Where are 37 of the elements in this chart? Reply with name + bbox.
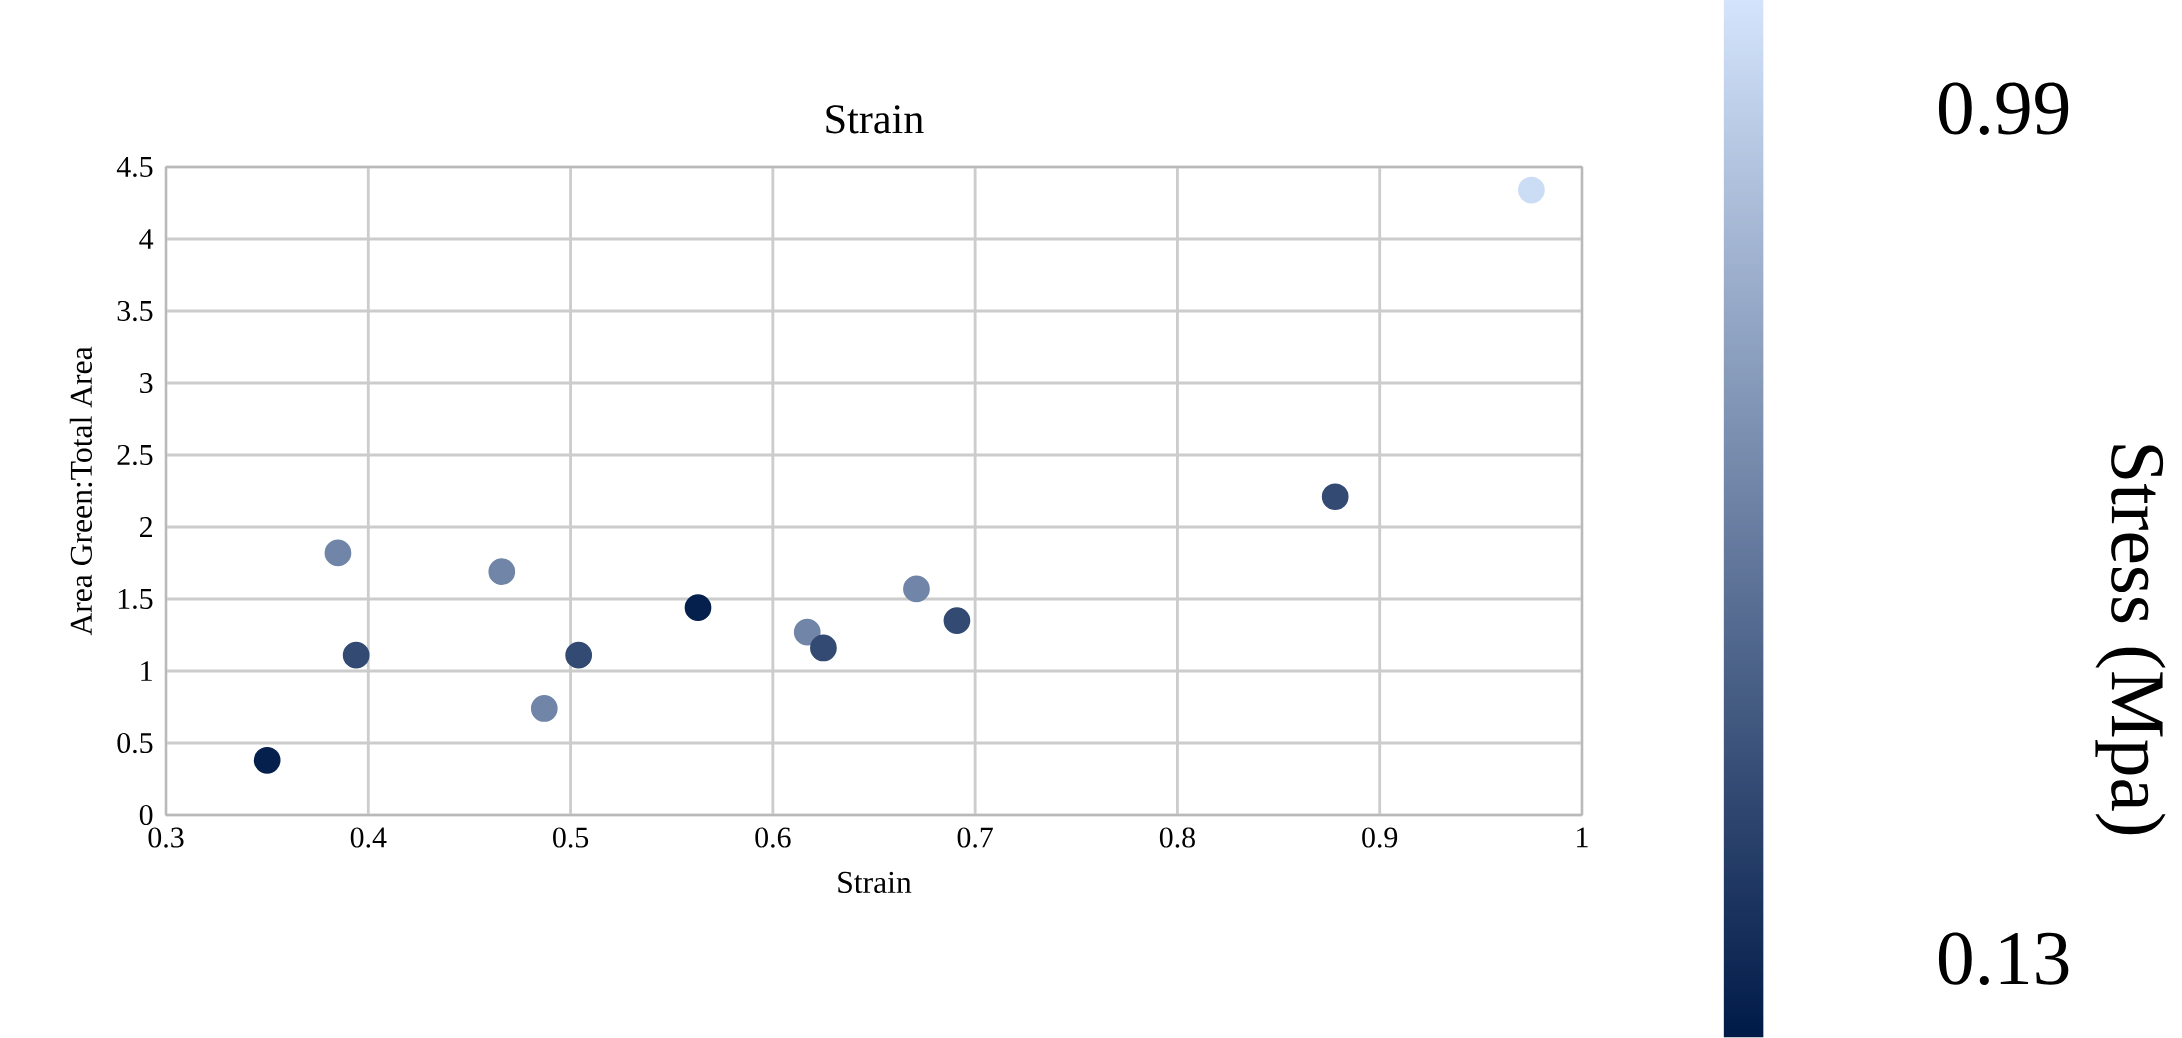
y-tick-label: 2 [139, 517, 152, 537]
y-tick-label: 4 [139, 229, 154, 249]
point [684, 594, 712, 622]
y-tick-label: 0.5 [117, 732, 153, 754]
point [565, 641, 593, 669]
x-tick-label: 0.7 [957, 827, 993, 848]
point [1321, 483, 1349, 511]
point [810, 634, 837, 662]
point [342, 641, 370, 669]
point [253, 746, 281, 774]
x-tick-label: 0.8 [1159, 827, 1195, 848]
y-tick-label: 0 [139, 804, 153, 826]
color-bar-label: 0.13 [1938, 932, 2069, 986]
x-tick-label: 0.3 [148, 827, 184, 848]
color-bar-label: 0.99 [1938, 82, 2069, 135]
x-axis-title: Strain [838, 871, 912, 894]
y-axis-title: Area Green:Total Area [69, 346, 93, 636]
x-tick-label: 0.4 [350, 827, 387, 848]
point [943, 607, 971, 634]
point [1518, 176, 1545, 204]
y-tick-label: 3 [140, 372, 153, 394]
point [793, 618, 821, 646]
point [530, 695, 558, 722]
y-tick-label: 2.5 [117, 444, 153, 466]
y-tick-label: 3.5 [117, 300, 153, 322]
y-tick-label: 1 [141, 661, 152, 681]
point [903, 575, 930, 603]
point [324, 539, 352, 567]
chart-title: Strain [826, 105, 924, 134]
x-tick-label: 1 [1577, 827, 1588, 848]
color-bar-title: Stress (Mpa) [2095, 445, 2166, 835]
y-tick-label: 1.5 [118, 588, 153, 610]
x-tick-label: 0.5 [553, 827, 589, 848]
y-tick-label: 4.5 [116, 156, 153, 178]
x-tick-label: 0.6 [755, 827, 791, 848]
x-tick-label: 0.9 [1362, 827, 1398, 848]
point [488, 558, 516, 585]
